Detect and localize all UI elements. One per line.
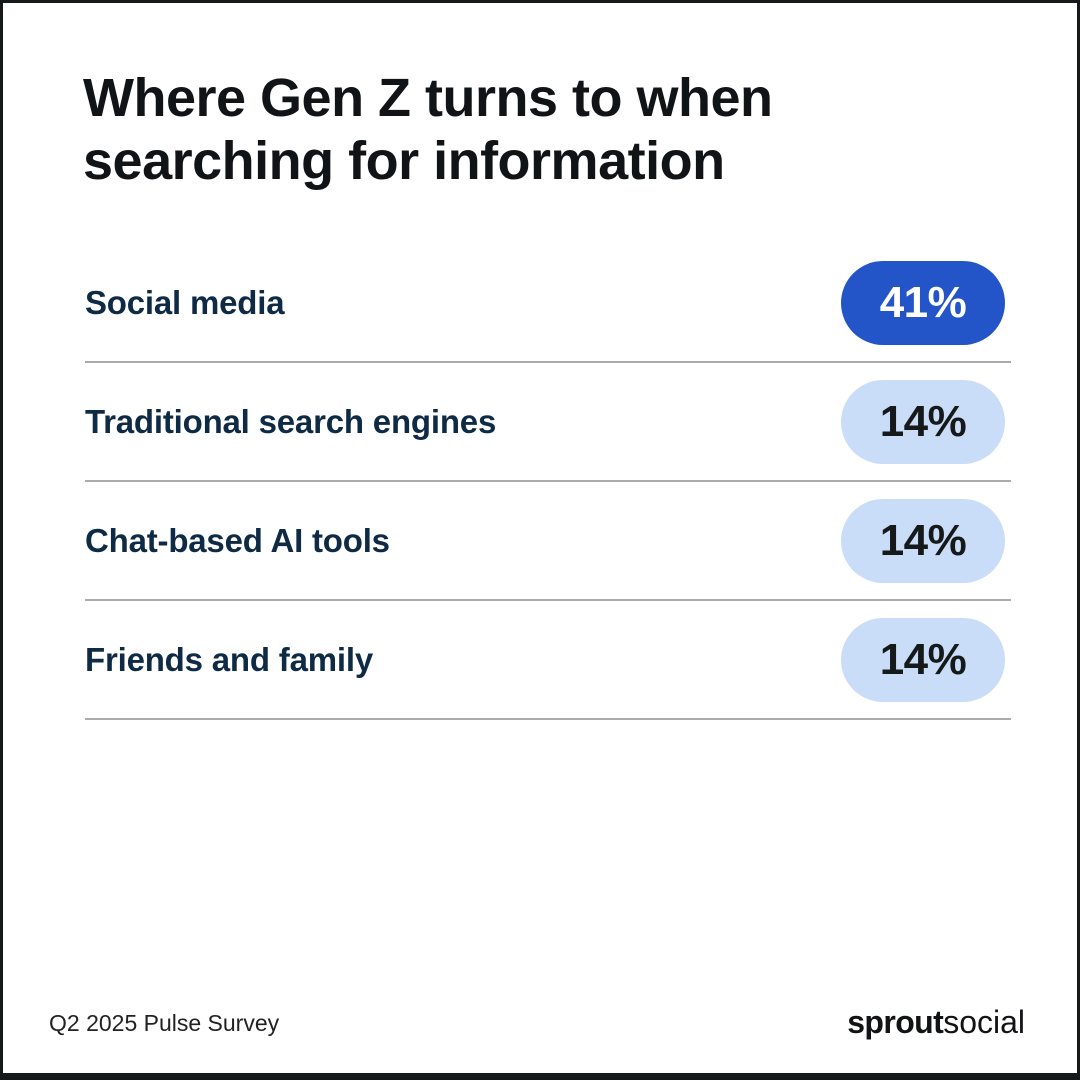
stat-value-pill: 14% xyxy=(841,617,1005,702)
stat-list: Social media 41% Traditional search engi… xyxy=(85,244,1011,720)
stat-label: Social media xyxy=(85,283,285,321)
page-title-line-1: Where Gen Z turns to when xyxy=(83,68,773,128)
stat-value-pill: 41% xyxy=(841,260,1005,345)
stat-row-traditional-search-engines: Traditional search engines 14% xyxy=(85,363,1011,482)
page-title: Where Gen Z turns to when searching for … xyxy=(83,67,773,193)
logo-text-social: social xyxy=(943,1004,1025,1040)
sprout-social-logo: sproutsocial xyxy=(847,1004,1025,1041)
stat-value: 14% xyxy=(879,515,967,565)
stat-value: 41% xyxy=(879,277,967,327)
stat-label: Friends and family xyxy=(85,640,373,678)
stat-row-social-media: Social media 41% xyxy=(85,244,1011,363)
logo-text-sprout: sprout xyxy=(847,1004,944,1040)
stat-value-pill: 14% xyxy=(841,379,1005,464)
page-title-line-2: searching for information xyxy=(83,131,725,192)
stat-row-chat-based-ai-tools: Chat-based AI tools 14% xyxy=(85,482,1011,601)
stat-value: 14% xyxy=(879,396,967,446)
source-note: Q2 2025 Pulse Survey xyxy=(49,1010,280,1036)
stat-label: Traditional search engines xyxy=(85,402,497,440)
stat-value-pill: 14% xyxy=(841,498,1005,583)
stat-label: Chat-based AI tools xyxy=(85,521,390,559)
stat-value: 14% xyxy=(879,634,967,684)
stat-row-friends-and-family: Friends and family 14% xyxy=(85,601,1011,720)
